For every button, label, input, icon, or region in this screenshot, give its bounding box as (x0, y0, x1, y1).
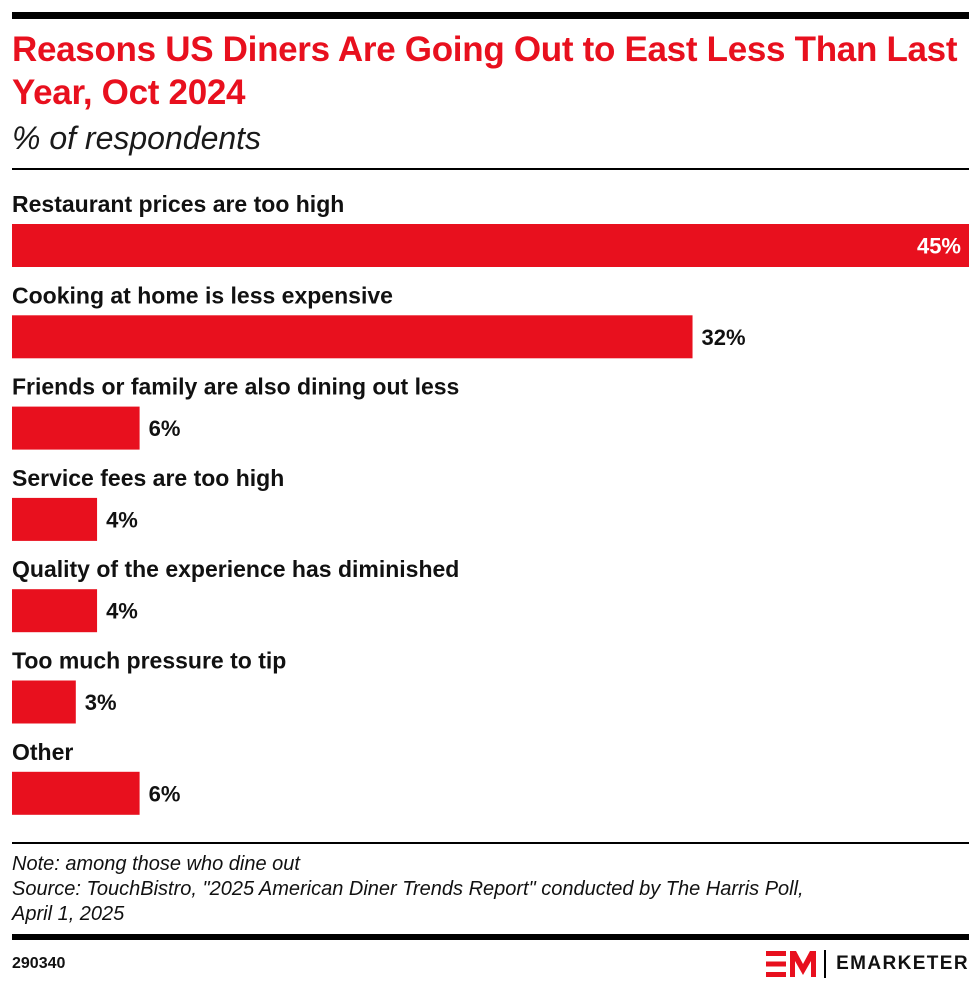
value-label: 4% (106, 599, 138, 624)
bar (12, 315, 693, 359)
bar (12, 224, 969, 267)
source-text-line1: Source: TouchBistro, "2025 American Dine… (12, 878, 804, 900)
brand-name: EMARKETER (836, 953, 969, 974)
category-label: Quality of the experience has diminished (12, 556, 459, 582)
chart-subtitle: % of respondents (12, 120, 262, 156)
bar (12, 497, 98, 541)
category-label: Too much pressure to tip (12, 648, 286, 674)
value-label: 6% (149, 416, 181, 441)
header-divider (12, 168, 969, 170)
brand-separator (824, 950, 827, 978)
value-label: 3% (85, 690, 117, 715)
bar (12, 589, 98, 633)
bar (12, 406, 140, 450)
bar-chart: Restaurant prices are too high 45% Cooking… (12, 191, 969, 815)
category-label: Friends or family are also dining out le… (12, 374, 459, 400)
chart-title: Reasons US Diners Are Going Out to East … (12, 30, 958, 112)
category-label: Service fees are too high (12, 465, 284, 491)
emarketer-logo: EMARKETER (766, 950, 969, 978)
chart-notes: Note: among those who dine out Source: T… (12, 852, 962, 927)
category-label: Restaurant prices are too high (12, 191, 344, 217)
bottom-rule (12, 934, 969, 940)
category-label: Other (12, 739, 73, 765)
category-label: Cooking at home is less expensive (12, 282, 393, 308)
bar (12, 771, 140, 815)
source-text-line2: April 1, 2025 (12, 903, 125, 925)
footer-divider (12, 842, 969, 844)
value-label: 45% (917, 234, 961, 259)
em-logo-icon (766, 951, 817, 977)
value-label: 32% (702, 325, 746, 350)
value-label: 4% (106, 507, 138, 532)
note-text: Note: among those who dine out (12, 853, 300, 875)
value-label: 6% (149, 781, 181, 806)
top-rule (12, 12, 969, 19)
chart-id: 290340 (12, 955, 66, 972)
bar (12, 680, 76, 724)
